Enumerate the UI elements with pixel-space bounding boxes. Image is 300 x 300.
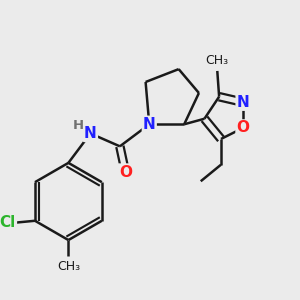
Text: H: H [73,119,84,132]
Text: N: N [237,95,249,110]
Text: N: N [84,126,97,141]
Text: N: N [143,117,156,132]
Text: O: O [236,120,250,135]
Text: O: O [119,165,132,180]
Text: CH₃: CH₃ [57,260,80,273]
Text: Cl: Cl [0,215,16,230]
Text: CH₃: CH₃ [206,54,229,67]
